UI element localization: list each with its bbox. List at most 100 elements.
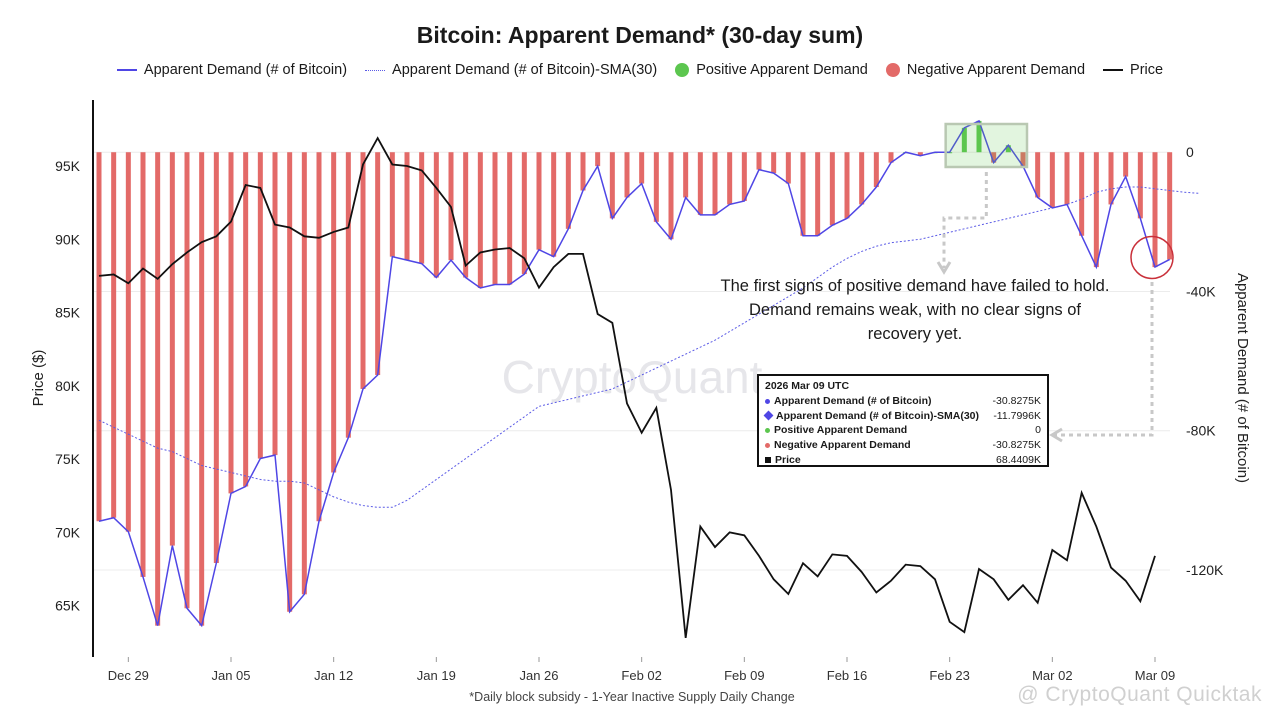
negative-demand-bar: [492, 152, 498, 285]
legend-item[interactable]: Apparent Demand (# of Bitcoin)-SMA(30): [365, 62, 657, 78]
negative-demand-bar: [771, 152, 777, 174]
x-tick-label: Feb 16: [827, 668, 867, 683]
annotation-text: The first signs of positive demand have …: [720, 277, 1110, 343]
left-tick-label: 65K: [55, 598, 81, 614]
right-axis-title: Apparent Demand (# of Bitcoin): [1234, 273, 1251, 483]
negative-demand-bar: [536, 152, 542, 250]
tooltip-row-label: Negative Apparent Demand: [765, 439, 911, 451]
negative-demand-bar: [1035, 152, 1041, 198]
left-tick-label: 70K: [55, 524, 81, 540]
negative-demand-bar: [565, 152, 571, 229]
right-tick-label: -40K: [1186, 283, 1216, 299]
x-tick-label: Feb 09: [724, 668, 764, 683]
tooltip-row-value: 68.4409K: [996, 453, 1041, 466]
tooltip-marker: [763, 410, 774, 421]
x-tick-label: Feb 23: [929, 668, 969, 683]
negative-demand-bar: [1108, 152, 1114, 205]
legend-label: Apparent Demand (# of Bitcoin)-SMA(30): [392, 62, 658, 78]
negative-demand-bar: [360, 152, 366, 389]
negative-demand-bar: [800, 152, 806, 236]
negative-demand-bar: [1049, 152, 1055, 208]
negative-demand-bar: [595, 152, 601, 167]
negative-demand-bar: [697, 152, 703, 215]
negative-demand-bar: [844, 152, 850, 219]
tooltip-marker: [765, 456, 771, 463]
tooltip-row: Apparent Demand (# of Bitcoin)-SMA(30) -1…: [763, 409, 1041, 424]
negative-demand-bar: [653, 152, 659, 222]
negative-demand-bar: [639, 152, 645, 184]
legend-label: Price: [1130, 62, 1164, 78]
negative-demand-bar: [125, 152, 131, 532]
right-tick-label: -120K: [1186, 562, 1224, 578]
negative-demand-bar: [873, 152, 879, 188]
demand-line: [98, 119, 1171, 628]
tooltip-marker: [765, 427, 770, 433]
latest-value-circle: [1130, 235, 1174, 280]
negative-demand-bar: [521, 152, 527, 275]
negative-demand-bar: [888, 152, 894, 163]
x-tick-label: Jan 05: [211, 668, 250, 683]
legend-line-swatch: [1103, 69, 1124, 71]
tooltip-arrowhead: [1049, 427, 1063, 443]
legend-label: Negative Apparent Demand: [906, 62, 1086, 78]
tooltip-marker: [765, 442, 770, 448]
tooltip-arrow: [1054, 282, 1154, 437]
left-tick-label: 90K: [55, 231, 81, 247]
tooltip-row-value: 0: [1035, 424, 1041, 437]
right-tick-label: -80K: [1186, 423, 1216, 439]
negative-demand-bar: [404, 152, 410, 261]
negative-demand-bar: [331, 152, 337, 473]
negative-demand-bar: [389, 152, 395, 257]
negative-demand-bar: [1152, 152, 1158, 268]
legend-item[interactable]: Positive Apparent Demand: [675, 62, 868, 78]
legend-dot-swatch: [885, 63, 900, 77]
annotation-arrow: [942, 172, 988, 268]
tooltip-row-value: -30.8275K: [992, 439, 1041, 452]
negative-demand-bar: [111, 152, 117, 518]
negative-demand-bar: [213, 152, 219, 564]
tooltip-row-label: Apparent Demand (# of Bitcoin): [765, 395, 932, 407]
negative-demand-bar: [727, 152, 733, 205]
left-tick-label: 85K: [55, 305, 81, 321]
negative-demand-bar: [272, 152, 278, 456]
negative-demand-bar: [1093, 152, 1099, 268]
negative-demand-bar: [477, 152, 483, 288]
negative-demand-bar: [507, 152, 513, 285]
data-tooltip: 2026 Mar 09 UTC Apparent Demand (# of Bi…: [757, 374, 1049, 467]
legend-item[interactable]: Apparent Demand (# of Bitcoin): [116, 62, 347, 78]
legend-dot-swatch: [675, 63, 690, 77]
negative-demand-bar: [345, 152, 351, 438]
negative-demand-bar: [1064, 152, 1070, 205]
watermark-text: CryptoQuant: [502, 351, 763, 403]
x-tick-label: Feb 02: [621, 668, 661, 683]
credit-watermark: @ CryptoQuant Quicktak: [1017, 683, 1262, 706]
negative-demand-bar: [609, 152, 615, 219]
legend: Apparent Demand (# of Bitcoin) Apparent D…: [0, 62, 1280, 78]
negative-demand-bar: [1123, 152, 1129, 177]
legend-item[interactable]: Price: [1103, 62, 1163, 78]
x-tick-label: Mar 09: [1135, 668, 1175, 683]
negative-demand-bar: [419, 152, 425, 264]
left-tick-label: 95K: [55, 158, 81, 174]
negative-demand-bar: [463, 152, 469, 278]
positive-demand-bar: [1005, 145, 1011, 153]
negative-demand-bar: [829, 152, 835, 226]
chart-title: Bitcoin: Apparent Demand* (30-day sum): [416, 22, 864, 48]
legend-item[interactable]: Negative Apparent Demand: [885, 62, 1086, 78]
negative-demand-bar: [917, 152, 923, 156]
negative-demand-bar: [316, 152, 322, 522]
negative-demand-bar: [433, 152, 439, 278]
annotation-arrowhead: [936, 261, 952, 275]
right-tick-label: 0: [1186, 144, 1194, 160]
negative-demand-bar: [301, 152, 307, 595]
negative-demand-bar: [375, 152, 381, 376]
left-tick-label: 80K: [55, 378, 81, 394]
negative-demand-bar: [140, 152, 146, 577]
negative-demand-bar: [243, 152, 249, 487]
negative-demand-bar: [712, 152, 718, 215]
tooltip-row-label: Positive Apparent Demand: [765, 424, 907, 436]
tooltip-row-label: Price: [765, 454, 801, 466]
negative-demand-bar: [859, 152, 865, 205]
negative-demand-bar: [815, 152, 821, 236]
